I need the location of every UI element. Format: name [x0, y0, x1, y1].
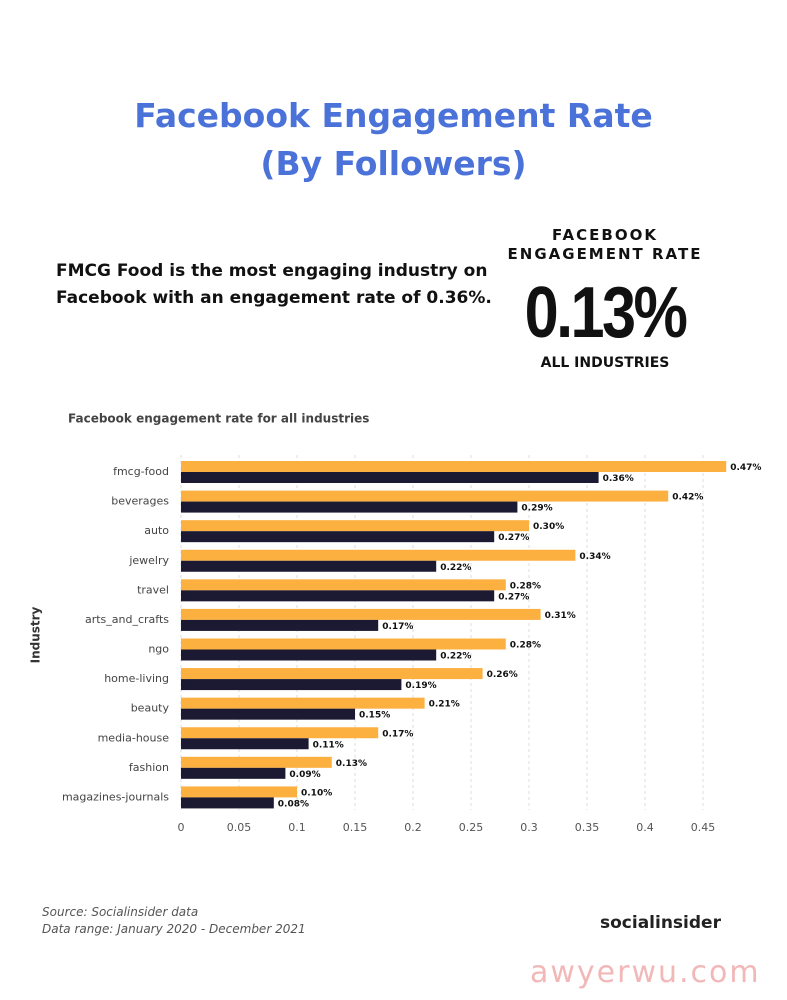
- title-line: (By Followers): [260, 144, 527, 183]
- x-tick-label: 0.25: [459, 821, 484, 834]
- y-tick-label: home-living: [104, 672, 169, 685]
- y-tick-label: beverages: [111, 495, 169, 508]
- stat-sub: ALL INDUSTRIES: [540, 355, 670, 371]
- y-tick-label: fmcg-food: [113, 465, 169, 478]
- bar: [181, 708, 355, 720]
- y-tick-label: jewelry: [128, 554, 169, 567]
- title-line: Facebook Engagement Rate: [134, 96, 653, 135]
- stat-label-line: ENGAGEMENT RATE: [507, 245, 703, 263]
- value-label: 0.10%: [301, 788, 332, 798]
- x-tick-label: 0.15: [343, 821, 368, 834]
- value-label: 0.42%: [672, 493, 703, 503]
- y-axis-label: Industry: [29, 606, 43, 663]
- value-label: 0.28%: [510, 641, 541, 651]
- stat-label-line: FACEBOOK: [552, 226, 658, 244]
- watermark: awyerwu.com: [530, 955, 761, 990]
- stat-value: 0.13%: [524, 273, 688, 353]
- x-tick-label: 0: [178, 821, 185, 834]
- y-tick-label: auto: [144, 524, 169, 537]
- bar: [181, 608, 541, 620]
- value-label: 0.34%: [579, 552, 610, 562]
- x-tick-label: 0.4: [636, 821, 654, 834]
- bar: [181, 461, 727, 472]
- x-tick-label: 0.3: [520, 821, 538, 834]
- bar: [181, 727, 379, 739]
- bar: [181, 501, 518, 513]
- bar: [181, 797, 274, 809]
- x-tick-label: 0.2: [404, 821, 422, 834]
- y-tick-label: beauty: [131, 702, 170, 715]
- bar: [181, 767, 286, 779]
- value-label: 0.28%: [510, 581, 541, 591]
- chart: Facebook engagement rate for all industr…: [29, 412, 762, 835]
- value-label: 0.31%: [545, 611, 576, 621]
- value-label: 0.09%: [289, 770, 320, 780]
- y-tick-label: fashion: [129, 761, 169, 774]
- chart-title: Facebook engagement rate for all industr…: [68, 412, 369, 426]
- description-line: Facebook with an engagement rate of 0.36…: [56, 288, 492, 308]
- value-label: 0.17%: [382, 729, 413, 739]
- header-title: Facebook Engagement Rate (By Followers): [0, 92, 787, 188]
- value-label: 0.36%: [603, 474, 634, 484]
- bar: [181, 520, 529, 532]
- y-tick-label: media-house: [98, 731, 170, 744]
- description-line: FMCG Food is the most engaging industry …: [56, 261, 488, 281]
- y-tick-label: travel: [137, 583, 169, 596]
- value-label: 0.22%: [440, 563, 471, 573]
- value-label: 0.47%: [730, 463, 761, 473]
- bar: [181, 786, 297, 798]
- bar: [181, 756, 332, 768]
- source: Source: Socialinsider data Data range: J…: [42, 904, 306, 938]
- description: FMCG Food is the most engaging industry …: [56, 258, 492, 312]
- value-label: 0.15%: [359, 711, 390, 721]
- value-label: 0.26%: [487, 670, 518, 680]
- bar: [181, 679, 402, 691]
- value-label: 0.21%: [429, 700, 460, 710]
- bar: [181, 738, 309, 750]
- x-tick-label: 0.45: [691, 821, 716, 834]
- value-label: 0.19%: [405, 681, 436, 691]
- value-label: 0.11%: [313, 740, 344, 750]
- bar: [181, 649, 437, 661]
- value-label: 0.27%: [498, 533, 529, 543]
- y-tick-label: magazines-journals: [62, 790, 169, 803]
- value-label: 0.22%: [440, 652, 471, 662]
- bar: [181, 668, 483, 680]
- x-tick-label: 0.1: [288, 821, 306, 834]
- value-label: 0.08%: [278, 799, 309, 809]
- bar: [181, 619, 379, 631]
- source-line: Data range: January 2020 - December 2021: [42, 922, 306, 936]
- bar: [181, 531, 495, 543]
- source-line: Source: Socialinsider data: [42, 905, 199, 919]
- x-tick-label: 0.05: [227, 821, 252, 834]
- value-label: 0.27%: [498, 592, 529, 602]
- value-label: 0.29%: [521, 504, 552, 514]
- bar: [181, 490, 669, 502]
- value-label: 0.30%: [533, 522, 564, 532]
- y-tick-label: arts_and_crafts: [85, 613, 169, 626]
- stat-label: FACEBOOK ENGAGEMENT RATE: [490, 226, 720, 264]
- x-tick-label: 0.35: [575, 821, 600, 834]
- bar: [181, 472, 599, 483]
- bar: [181, 549, 576, 561]
- bar: [181, 638, 506, 650]
- bar: [181, 697, 425, 709]
- bar: [181, 590, 495, 602]
- value-label: 0.17%: [382, 622, 413, 632]
- bar: [181, 579, 506, 591]
- value-label: 0.13%: [336, 759, 367, 769]
- bar: [181, 560, 437, 572]
- logo: socialinsider: [600, 913, 721, 933]
- y-tick-label: ngo: [148, 643, 169, 656]
